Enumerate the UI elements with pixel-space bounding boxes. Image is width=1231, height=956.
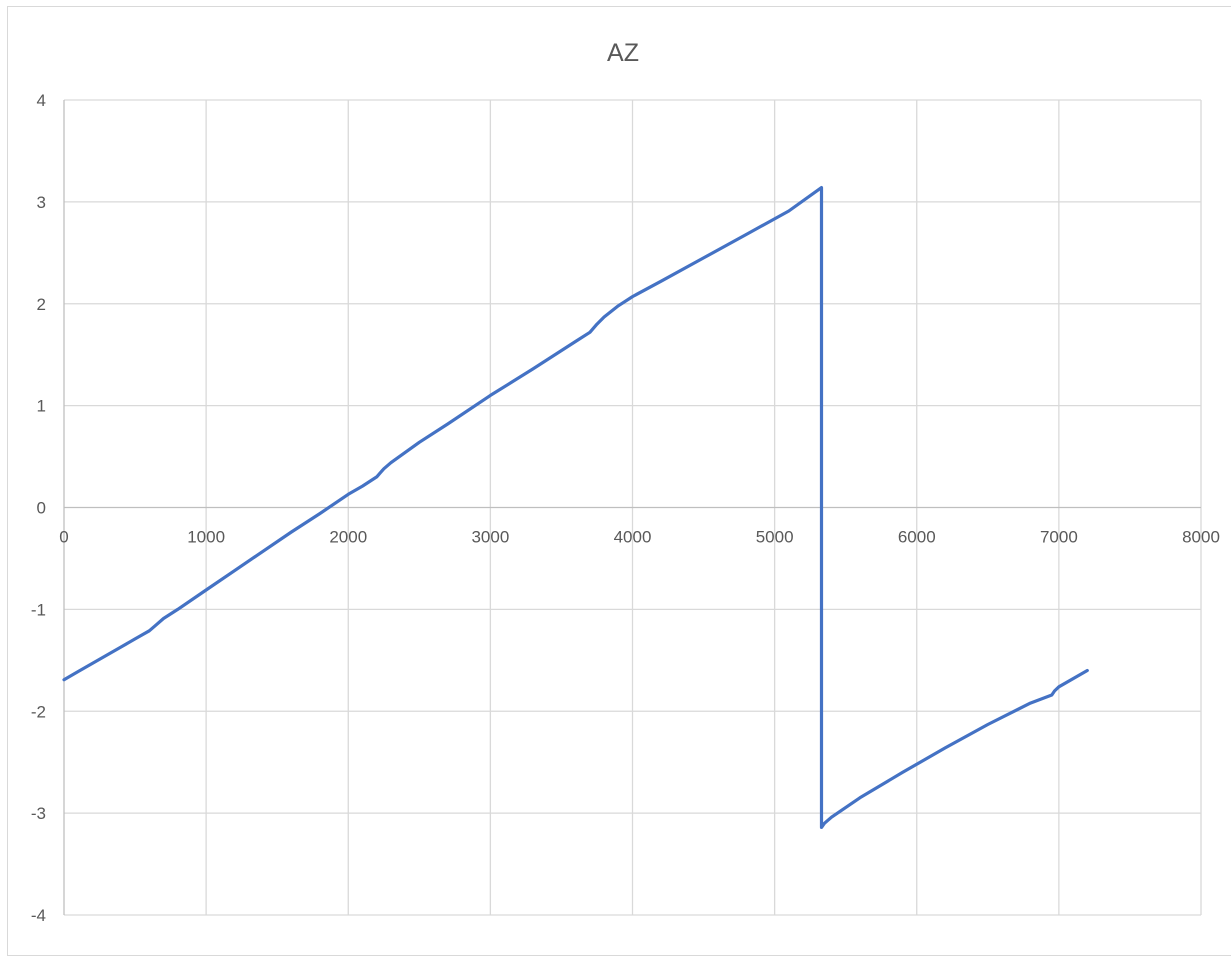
chart-svg: AZ 4 3 2 1 0 -1 -2 -3 -4 0 1000 2000 3000 4000 5000 6000… <box>31 39 1220 925</box>
y-tick-label: 2 <box>37 295 46 314</box>
y-tick-label: -4 <box>31 906 46 925</box>
y-tick-label: 4 <box>37 91 46 110</box>
chart-title: AZ <box>607 39 639 67</box>
y-tick-label: -3 <box>31 804 46 823</box>
x-tick-label: 5000 <box>756 528 794 547</box>
y-tick-label: 3 <box>37 193 46 212</box>
series-line <box>62 186 1089 830</box>
x-tick-label: 1000 <box>187 528 225 547</box>
y-tick-label: 0 <box>37 499 46 518</box>
y-tick-label: -1 <box>31 600 46 619</box>
x-tick-label: 8000 <box>1182 528 1220 547</box>
x-tick-label: 0 <box>59 528 68 547</box>
y-tick-label: -2 <box>31 702 46 721</box>
x-tick-label: 3000 <box>471 528 509 547</box>
x-tick-label: 2000 <box>329 528 367 547</box>
x-tick-label: 4000 <box>614 528 652 547</box>
chart-frame: AZ 4 3 2 1 0 -1 -2 -3 -4 0 1000 2000 3000 4000 5000 6000… <box>7 6 1231 956</box>
x-tick-label: 6000 <box>898 528 936 547</box>
y-tick-label: 1 <box>37 397 46 416</box>
x-tick-label: 7000 <box>1040 528 1078 547</box>
